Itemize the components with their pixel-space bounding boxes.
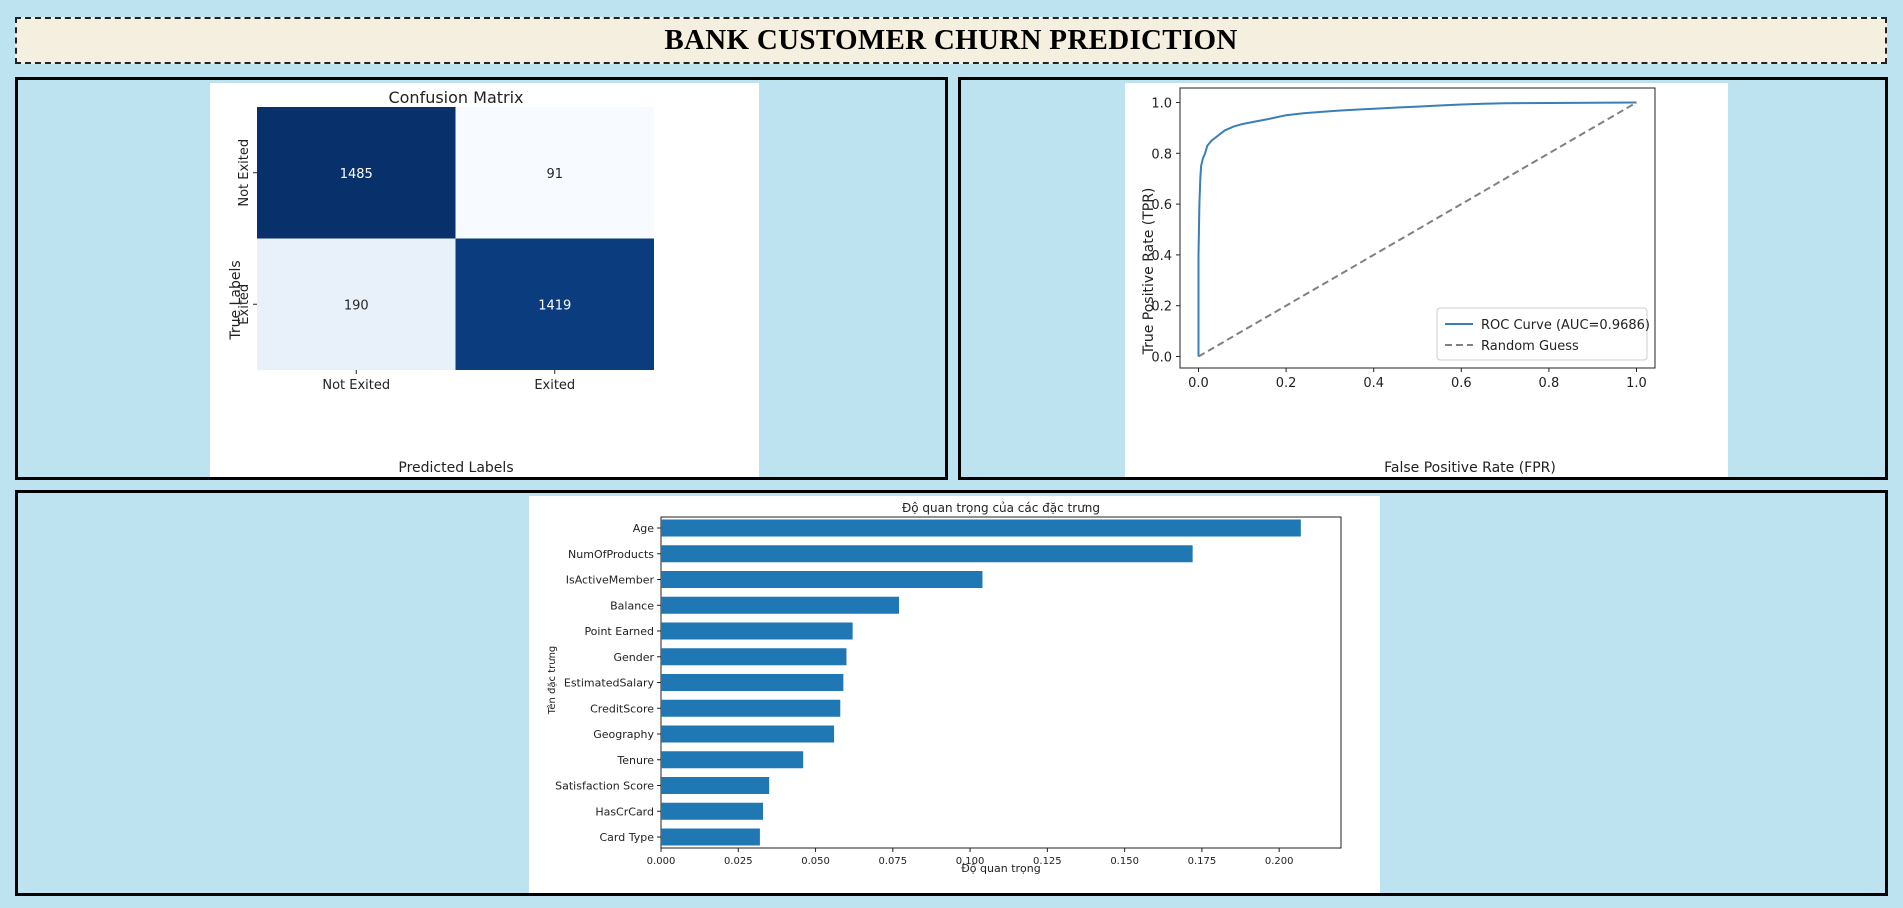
fi-bar: [661, 725, 835, 743]
fi-xlabel: Độ quan trọng: [961, 862, 1040, 875]
fi-xtick-label: 0.000: [647, 856, 676, 867]
roc-curve-panel: 0.0 0.2 0.4 0.6 0.8 1.0 0.0 0.2 0.4 0.6 0.8 1.0 ROC …: [958, 77, 1888, 480]
cm-ytick-label: Not Exited: [237, 139, 252, 207]
cm-title: Confusion Matrix: [388, 88, 523, 107]
fi-ytick-label: Card Type: [600, 831, 655, 844]
roc-ytick-label: 0.8: [1151, 147, 1172, 162]
roc-xtick-label: 0.6: [1451, 376, 1472, 391]
fi-ytick-label: IsActiveMember: [566, 574, 655, 587]
roc-ytick-label: 0.6: [1151, 198, 1172, 213]
fi-xtick-label: 0.050: [801, 856, 830, 867]
cm-ylabel: True Labels: [228, 260, 244, 340]
confusion-matrix-chart: Confusion Matrix 1485 91 190 1419 Not Exited…: [228, 88, 654, 476]
fi-bar: [661, 751, 804, 769]
page-header: BANK CUSTOMER CHURN PREDICTION: [15, 17, 1887, 64]
random-guess-line: [1197, 101, 1638, 358]
feature-importance-panel: Độ quan trọng của các đặc trưng Age NumOf…: [15, 490, 1888, 896]
roc-xtick-label: 0.4: [1363, 376, 1384, 391]
fi-ytick-label: HasCrCard: [595, 805, 654, 818]
roc-legend: [1436, 307, 1648, 361]
fi-ytick-label: NumOfProducts: [568, 548, 654, 561]
cm-cell: [455, 107, 654, 239]
cm-value: 91: [546, 167, 563, 182]
roc-ylabel: True Positive Rate (TPR): [1141, 188, 1157, 356]
fi-ytick-label: CreditScore: [590, 702, 654, 715]
fi-ytick-label: Balance: [610, 599, 654, 612]
roc-legend-label: ROC Curve (AUC=0.9686): [1481, 318, 1650, 333]
roc-xtick-label: 0.2: [1276, 376, 1297, 391]
roc-axes-frame: [1179, 87, 1656, 369]
confusion-matrix-panel: Confusion Matrix 1485 91 190 1419 Not Exited…: [15, 77, 948, 480]
roc-ytick-label: 0.0: [1151, 351, 1172, 366]
fi-title: Độ quan trọng của các đặc trưng: [902, 501, 1100, 515]
fi-xtick-label: 0.150: [1110, 856, 1139, 867]
fi-bar: [661, 545, 1193, 563]
roc-legend-label: Random Guess: [1481, 339, 1579, 354]
roc-curve-line: [1197, 101, 1637, 357]
page-title: BANK CUSTOMER CHURN PREDICTION: [664, 24, 1238, 56]
cm-value: 1419: [538, 298, 571, 313]
fi-bar: [661, 802, 763, 820]
fi-ytick-label: Gender: [613, 651, 654, 664]
feature-importance-chart: Độ quan trọng của các đặc trưng Age NumOf…: [546, 501, 1342, 875]
fi-xtick-label: 0.100: [956, 856, 985, 867]
cm-value: 190: [344, 298, 369, 313]
fi-ytick-label: Geography: [593, 728, 654, 741]
roc-xtick-label: 1.0: [1626, 376, 1647, 391]
fi-ytick-label: Satisfaction Score: [555, 780, 654, 793]
fi-bar: [661, 571, 983, 588]
fi-xtick-label: 0.075: [878, 856, 907, 867]
cm-value: 1485: [340, 167, 373, 182]
fi-bar: [661, 777, 770, 794]
cm-cell: [455, 238, 654, 370]
fi-bar: [661, 674, 844, 691]
cm-xtick-label: Not Exited: [322, 378, 390, 393]
roc-ytick-label: 0.4: [1151, 249, 1172, 264]
fi-ytick-label: Point Earned: [584, 625, 654, 638]
roc-xtick-label: 0.0: [1188, 376, 1209, 391]
fi-xtick-label: 0.125: [1033, 856, 1062, 867]
fi-bar: [661, 828, 760, 846]
roc-ytick-label: 1.0: [1151, 97, 1172, 112]
fi-xtick-label: 0.200: [1265, 856, 1294, 867]
cm-ytick-label: Exited: [237, 284, 252, 325]
cm-cell: [257, 238, 456, 370]
fi-bar: [661, 519, 1301, 537]
fi-ytick-label: EstimatedSalary: [564, 677, 655, 690]
roc-curve-chart: 0.0 0.2 0.4 0.6 0.8 1.0 0.0 0.2 0.4 0.6 0.8 1.0 ROC …: [1141, 87, 1656, 476]
fi-ytick-label: Tenure: [616, 754, 654, 767]
fi-xtick-label: 0.175: [1188, 856, 1217, 867]
fi-ytick-label: Age: [633, 522, 655, 535]
cm-xlabel: Predicted Labels: [398, 460, 513, 476]
fi-ylabel: Tên đặc trưng: [546, 646, 558, 716]
roc-xtick-label: 0.8: [1539, 376, 1560, 391]
roc-ytick-label: 0.2: [1151, 300, 1172, 315]
fi-bar: [661, 699, 841, 717]
fi-bar: [661, 622, 853, 640]
roc-xlabel: False Positive Rate (FPR): [1384, 460, 1556, 476]
fi-bar: [661, 648, 847, 666]
fi-bar: [661, 596, 899, 614]
cm-cell: [257, 107, 456, 239]
cm-xtick-label: Exited: [534, 378, 575, 393]
fi-xtick-label: 0.025: [724, 856, 753, 867]
